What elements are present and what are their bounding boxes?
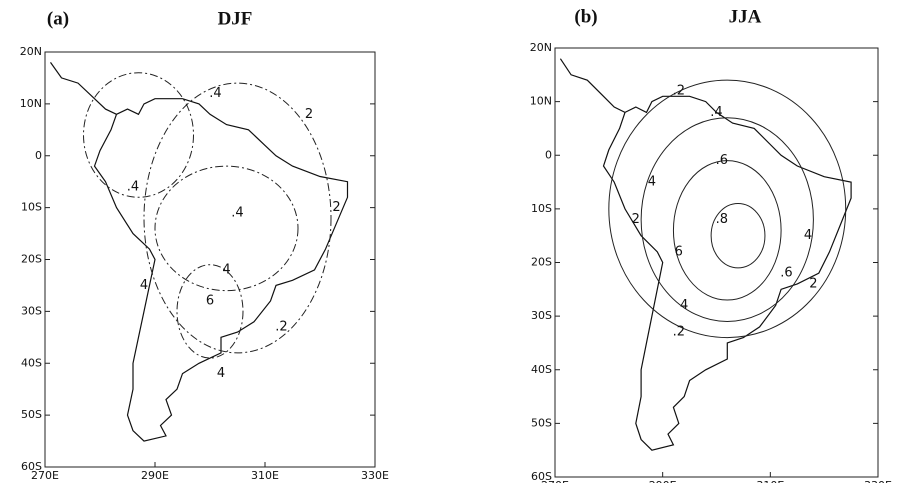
- contour-label: 2: [305, 107, 313, 122]
- coastline: [559, 58, 626, 113]
- contour-label: 2: [332, 200, 340, 215]
- x-tick-label: 290E: [141, 469, 169, 482]
- contour-label: .8: [716, 212, 728, 227]
- contour-label: .2: [673, 83, 685, 98]
- contour-line: [83, 72, 194, 198]
- contour-label: 2: [809, 276, 817, 291]
- contour-label: 6: [675, 244, 683, 259]
- y-tick-label: 20S: [21, 253, 42, 266]
- contour-label: .2: [275, 319, 287, 334]
- coastline: [93, 98, 349, 442]
- contour-line: [672, 160, 782, 301]
- contour-line: [608, 79, 847, 339]
- contour-label: 4: [804, 228, 812, 243]
- panel-title: DJF: [218, 8, 253, 29]
- coastline: [602, 95, 852, 451]
- contour-label: .4: [710, 105, 722, 120]
- y-tick-label: 0: [545, 148, 552, 161]
- contour-line: [143, 82, 332, 354]
- x-tick-label: 310E: [251, 469, 279, 482]
- x-tick-label: 330E: [361, 469, 389, 482]
- contour-label: 2: [632, 212, 640, 227]
- contour-label: .6: [716, 153, 728, 168]
- x-tick-label: 290E: [649, 479, 677, 483]
- contour-label: 4: [140, 278, 148, 293]
- y-tick-label: 50S: [21, 408, 42, 421]
- contour-line: [640, 117, 814, 322]
- y-tick-label: 10S: [21, 201, 42, 214]
- y-tick-label: 20N: [20, 45, 42, 58]
- y-tick-label: 20N: [530, 41, 552, 54]
- contour-label: 4: [217, 366, 225, 381]
- y-tick-label: 40S: [21, 356, 42, 369]
- contour-label: 4: [680, 298, 688, 313]
- panel-title: JJA: [729, 6, 762, 27]
- y-tick-label: 20S: [531, 256, 552, 269]
- contour-line: [176, 264, 244, 359]
- panel-label: (a): [47, 8, 69, 29]
- y-tick-label: 10N: [20, 97, 42, 110]
- contour-label: .6: [780, 266, 792, 281]
- contour-label: .4: [127, 179, 139, 194]
- contour-label: .4: [231, 205, 243, 220]
- y-tick-label: 0: [35, 149, 42, 162]
- contour-label: .2: [673, 325, 685, 340]
- contour-label: 4: [222, 262, 230, 277]
- contour-line: [710, 203, 766, 269]
- contour-label: 4: [648, 175, 656, 190]
- x-tick-label: 270E: [541, 479, 569, 483]
- coastline: [50, 62, 117, 115]
- contour-line: [154, 165, 299, 292]
- contour-label: .4: [209, 86, 221, 101]
- x-tick-label: 270E: [31, 469, 59, 482]
- y-tick-label: 10N: [530, 95, 552, 108]
- y-tick-label: 10S: [531, 202, 552, 215]
- y-tick-label: 60S: [21, 460, 42, 473]
- y-tick-label: 50S: [531, 416, 552, 429]
- panel-label: (b): [574, 6, 597, 27]
- y-tick-label: 40S: [531, 363, 552, 376]
- contour-label: 6: [206, 294, 214, 309]
- y-tick-label: 60S: [531, 470, 552, 483]
- y-tick-label: 30S: [531, 309, 552, 322]
- y-tick-label: 30S: [21, 304, 42, 317]
- x-tick-label: 330E: [864, 479, 892, 483]
- x-tick-label: 310E: [756, 479, 784, 483]
